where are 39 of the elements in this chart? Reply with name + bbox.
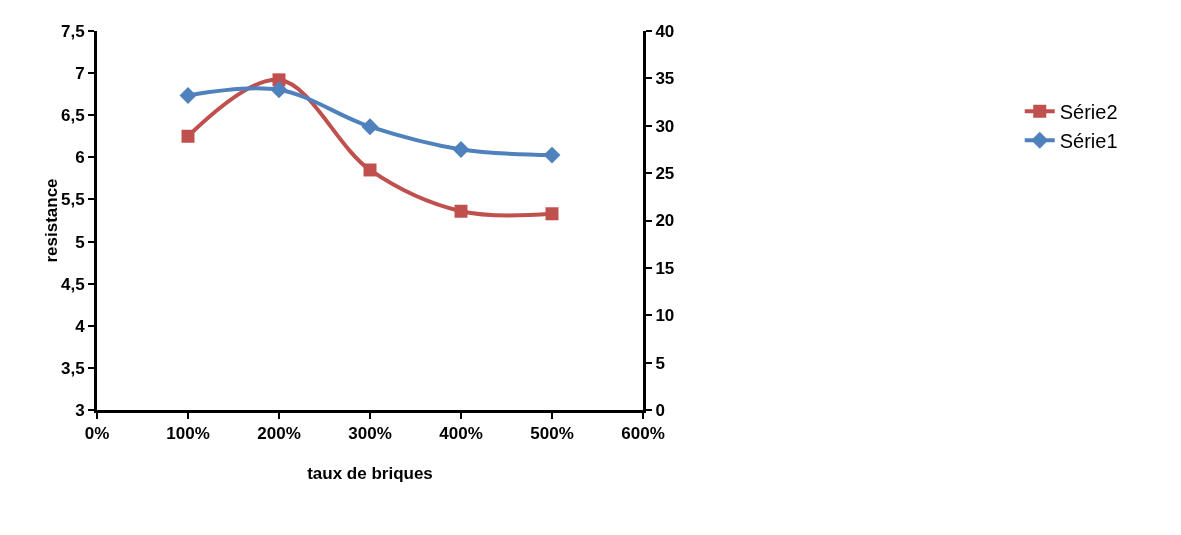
- y-tick-label: 7,5: [60, 21, 85, 41]
- y2-tick-label: 5: [655, 353, 665, 373]
- y2-tick-label: 15: [655, 258, 675, 278]
- point: [545, 207, 559, 221]
- x-tick-label: 200%: [257, 424, 301, 444]
- y-tick-label: 6,5: [60, 106, 85, 126]
- y2-tick-label: 40: [655, 21, 675, 41]
- point: [452, 140, 470, 158]
- y-tick-label: 3: [75, 400, 85, 420]
- x-tick-label: 0%: [84, 424, 110, 444]
- y-tick-label: 5: [75, 232, 85, 252]
- point: [363, 163, 377, 177]
- legend-label: Série2: [1059, 101, 1118, 124]
- x-tick-label: 600%: [621, 424, 665, 444]
- y2-tick-label: 0: [655, 400, 665, 420]
- x-axis-title: taux de briques: [307, 463, 433, 483]
- y2-tick-label: 35: [655, 69, 675, 89]
- y-tick-label: 4,5: [60, 274, 85, 294]
- y2-tick-label: 30: [655, 116, 675, 136]
- y2-tick-label: 20: [655, 211, 675, 231]
- point: [179, 86, 197, 104]
- point: [270, 81, 288, 99]
- y2-tick-label: 10: [655, 306, 675, 326]
- point: [361, 118, 379, 136]
- y-tick-label: 3,5: [60, 358, 85, 378]
- y2-tick-label: 25: [655, 164, 675, 184]
- y-tick-label: 4: [75, 316, 86, 336]
- y-axis-title: resistance: [41, 178, 61, 263]
- x-tick-label: 100%: [166, 424, 210, 444]
- x-tick-label: 300%: [348, 424, 392, 444]
- x-tick-label: 500%: [530, 424, 574, 444]
- point: [454, 204, 468, 218]
- x-tick-label: 400%: [439, 424, 483, 444]
- point: [543, 146, 561, 164]
- y-tick-label: 5,5: [60, 190, 85, 210]
- legend-label: Série1: [1059, 130, 1118, 153]
- point: [181, 129, 195, 143]
- y-tick-label: 7: [75, 64, 85, 84]
- y-tick-label: 6: [75, 148, 85, 168]
